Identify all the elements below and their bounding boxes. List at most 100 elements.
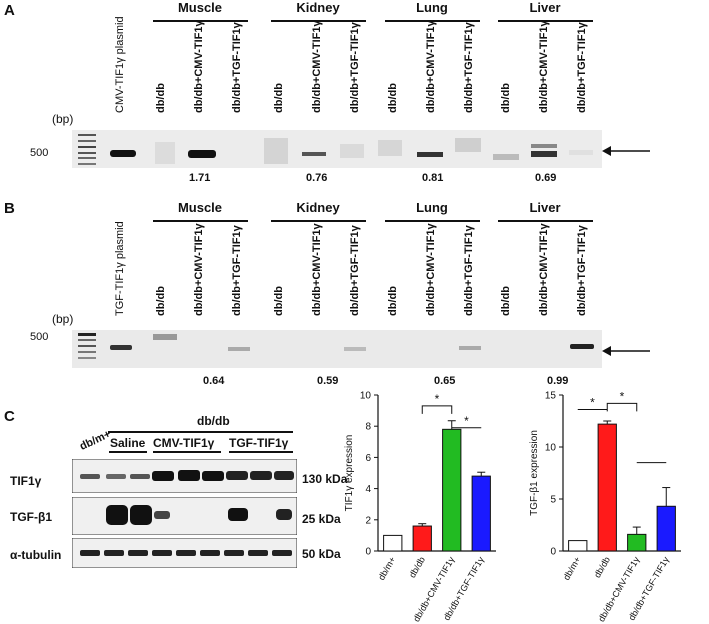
- lane-label-b: db/db+TGF-TIF1γ: [349, 225, 361, 316]
- arrow-icon-b: [602, 346, 650, 356]
- tissue-bracket-b3: [385, 220, 480, 222]
- group-label-tgf: TGF-TIF1γ: [229, 436, 289, 450]
- y-tick-label: 15: [545, 391, 557, 402]
- y-tick-label: 10: [360, 391, 372, 402]
- y-axis-label: TGF-β1 expression: [529, 430, 540, 516]
- gel-image-a: [72, 130, 602, 168]
- significance-star: *: [464, 414, 469, 428]
- y-axis-label: TIF1γ expression: [344, 435, 355, 512]
- lane-label-a: db/db+CMV-TIF1γ: [538, 20, 550, 113]
- lane-label-b: db/db: [500, 286, 512, 316]
- lane-label-b-plasmid: TGF-TIF1γ plasmid: [114, 221, 126, 316]
- col-label-dbm: db/m+: [78, 428, 113, 453]
- tissue-label-kidney-a: Kidney: [296, 0, 340, 15]
- tissue-bracket-a1: [153, 20, 248, 22]
- lane-label-b: db/db+CMV-TIF1γ: [538, 223, 550, 316]
- quant-value-a3: 0.81: [422, 172, 444, 184]
- bar: [383, 534, 403, 552]
- size-label-130: 130 kDa: [302, 472, 348, 486]
- row-label-tgfb1: TGF-β1: [10, 510, 52, 524]
- y-tick-label: 6: [365, 453, 371, 464]
- lane-label-a: db/db+CMV-TIF1γ: [311, 20, 323, 113]
- quant-value-a1: 1.71: [189, 172, 211, 184]
- tissue-bracket-b1: [153, 220, 248, 222]
- lane-label-a: db/db: [500, 83, 512, 113]
- bar: [568, 540, 588, 552]
- group-header-line: [108, 431, 293, 433]
- group-line-cmv: [153, 451, 221, 453]
- lane-label-a: db/db+TGF-TIF1γ: [576, 22, 588, 113]
- lane-label-a: db/db+TGF-TIF1γ: [463, 22, 475, 113]
- group-line-tgf: [229, 451, 293, 453]
- bp-label-a: (bp): [52, 112, 74, 126]
- significance-bracket: [421, 405, 453, 414]
- bar: [656, 505, 676, 552]
- quant-value-a4: 0.69: [535, 172, 557, 184]
- y-tick-label: 4: [365, 484, 371, 495]
- lane-label-b: db/db+TGF-TIF1γ: [231, 225, 243, 316]
- x-tick-label: db/m+: [376, 555, 397, 582]
- quant-value-a2: 0.76: [306, 172, 328, 184]
- lane-label-a: db/db: [155, 83, 167, 113]
- y-tick-label: 0: [550, 547, 556, 558]
- significance-star: *: [590, 396, 595, 410]
- blot-tgfb1: [72, 497, 297, 535]
- marker-500-a: 500: [30, 147, 49, 159]
- bp-label-b: (bp): [52, 312, 74, 326]
- lane-label-b: db/db+TGF-TIF1γ: [576, 225, 588, 316]
- tissue-label-liver-b: Liver: [529, 200, 561, 215]
- significance-bracket: [606, 402, 638, 412]
- quant-value-b3: 0.65: [434, 375, 456, 387]
- bar: [627, 533, 647, 552]
- bar: [442, 428, 462, 552]
- lane-label-a: db/db+TGF-TIF1γ: [349, 22, 361, 113]
- lane-label-a: db/db+CMV-TIF1γ: [193, 20, 205, 113]
- tissue-label-muscle-b: Muscle: [177, 200, 223, 215]
- arrow-icon-a: [602, 146, 650, 156]
- significance-star: *: [435, 392, 440, 406]
- lane-label-b: db/db: [155, 286, 167, 316]
- blot-tubulin: [72, 538, 297, 568]
- tissue-bracket-a4: [498, 20, 593, 22]
- marker-500-b: 500: [30, 331, 49, 343]
- lane-label-b: db/db+CMV-TIF1γ: [425, 223, 437, 316]
- gel-image-b: [72, 330, 602, 368]
- lane-label-a: db/db: [273, 83, 285, 113]
- tissue-label-lung-a: Lung: [416, 0, 448, 15]
- y-tick-label: 10: [545, 443, 557, 454]
- quant-value-b1: 0.64: [203, 375, 225, 387]
- quant-value-b4: 0.99: [547, 375, 569, 387]
- size-label-25: 25 kDa: [302, 512, 341, 526]
- y-tick-label: 8: [365, 422, 371, 433]
- tissue-label-muscle-a: Muscle: [177, 0, 223, 15]
- blot-tif1g: [72, 459, 297, 493]
- y-tick-label: 0: [365, 547, 371, 558]
- bar: [471, 475, 491, 552]
- size-label-50: 50 kDa: [302, 547, 341, 561]
- significance-star: *: [620, 389, 625, 403]
- tissue-bracket-a3: [385, 20, 480, 22]
- lane-label-b: db/db: [273, 286, 285, 316]
- lane-label-b: db/db: [387, 286, 399, 316]
- bar: [597, 423, 617, 552]
- row-label-tubulin: α-tubulin: [10, 548, 62, 562]
- lane-label-a: db/db+TGF-TIF1γ: [231, 22, 243, 113]
- panel-c-label: C: [4, 408, 15, 425]
- lane-label-b: db/db+CMV-TIF1γ: [193, 223, 205, 316]
- group-line-saline: [109, 451, 147, 453]
- lane-label-b: db/db+CMV-TIF1γ: [311, 223, 323, 316]
- x-tick-label: db/m+: [561, 555, 582, 582]
- tissue-bracket-b4: [498, 220, 593, 222]
- tissue-label-lung-b: Lung: [416, 200, 448, 215]
- tissue-bracket-a2: [271, 20, 366, 22]
- tissue-bracket-b2: [271, 220, 366, 222]
- row-label-tif1g: TIF1γ: [10, 474, 42, 488]
- y-tick-label: 5: [550, 495, 556, 506]
- tissue-label-liver-a: Liver: [529, 0, 561, 15]
- group-label-saline: Saline: [110, 436, 146, 450]
- panel-b-label: B: [4, 200, 15, 217]
- group-header-dbdb: db/db: [197, 414, 230, 428]
- tissue-label-kidney-b: Kidney: [296, 200, 340, 215]
